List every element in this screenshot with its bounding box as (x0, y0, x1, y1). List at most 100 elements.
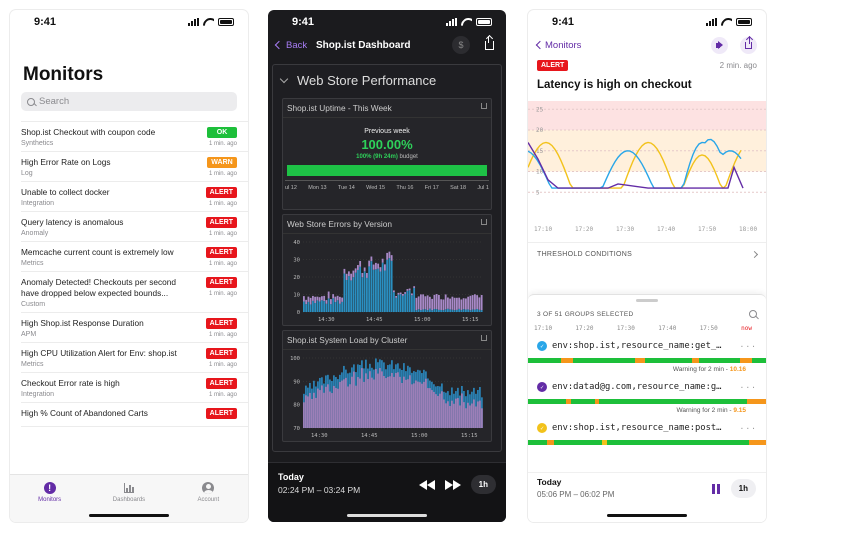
forward-button[interactable] (444, 479, 461, 490)
monitor-row[interactable]: Checkout Error rate is high Integration AL… (21, 373, 248, 403)
uptime-bar (287, 165, 487, 176)
sheet-grabber[interactable] (636, 299, 658, 302)
bar (341, 297, 344, 302)
y-tick: 20 (293, 275, 300, 281)
bar (467, 402, 469, 428)
more-icon[interactable]: ··· (739, 382, 757, 392)
pause-button[interactable] (711, 483, 721, 494)
bar (443, 399, 445, 428)
load-widget[interactable]: Shop.ist System Load by Cluster 100 90 80 7… (282, 330, 492, 442)
bar (411, 293, 413, 296)
bar (433, 294, 436, 310)
group-item[interactable]: ✓ env:shop.ist,resource_name:post… ··· (528, 423, 766, 445)
dashboard-title: Shop.ist Dashboard (316, 39, 411, 51)
bar (411, 384, 413, 428)
tab-account[interactable]: Account (178, 481, 238, 522)
check-icon[interactable]: ✓ (537, 382, 547, 392)
bar (385, 378, 387, 428)
bar (471, 295, 474, 310)
tab-label: Dashboards (112, 497, 146, 503)
warning-label: Warning for 2 min - (676, 407, 732, 414)
bar (347, 386, 349, 428)
bar (319, 390, 321, 428)
share-button[interactable] (740, 36, 757, 54)
bar (383, 376, 385, 428)
uptime-widget[interactable]: Shop.ist Uptime - This Week Previous wee… (282, 98, 492, 210)
bar (368, 260, 371, 267)
bar (438, 309, 440, 312)
monitor-row[interactable]: High CPU Utilization Alert for Env: shop… (21, 343, 248, 373)
back-button[interactable]: Monitors (535, 40, 581, 51)
monitor-type: Integration (21, 200, 55, 207)
group-header[interactable]: Web Store Performance (273, 65, 501, 94)
bar (408, 290, 411, 312)
interval-button[interactable]: 1h (730, 479, 756, 498)
monitor-row[interactable]: Unable to collect docker Integration ALERT… (21, 182, 248, 212)
bar (367, 379, 369, 428)
alert-band (528, 101, 766, 131)
bar (455, 398, 457, 428)
monitor-type: Log (21, 170, 33, 177)
monitor-time: 1 min. ago (208, 392, 237, 398)
cost-button[interactable]: $ (452, 36, 470, 54)
more-icon[interactable]: ··· (739, 341, 757, 351)
rewind-button[interactable] (418, 479, 435, 490)
share-icon[interactable] (481, 219, 487, 225)
bar (321, 300, 323, 312)
alert-circle-icon: ! (43, 481, 56, 494)
status-bar: 9:41 (268, 10, 506, 34)
search-icon[interactable] (749, 310, 757, 318)
bar (375, 269, 377, 312)
monitor-row[interactable]: High Error Rate on Logs Log WARN 1 min. ago (21, 152, 248, 182)
monitor-row[interactable]: High % Count of Abandoned Carts ALERT (21, 403, 248, 427)
bar (393, 290, 395, 293)
check-icon[interactable]: ✓ (537, 423, 547, 433)
share-icon[interactable] (481, 103, 487, 109)
bar (417, 309, 420, 312)
bar (323, 295, 326, 302)
bar (384, 264, 386, 271)
series-line (528, 141, 742, 190)
monitor-row[interactable]: Memcache current count is extremely low M… (21, 242, 248, 272)
more-icon[interactable]: ··· (739, 423, 757, 433)
day-tick: Jul 1 (477, 185, 489, 191)
load-chart: 100 90 80 70 14:30 14:45 15:00 15:15 (290, 356, 483, 439)
search-input[interactable]: Search (21, 92, 237, 111)
monitor-type: Metrics (21, 361, 44, 368)
monitor-time: 1 min. ago (208, 231, 237, 237)
bar (415, 310, 418, 312)
time-range: 05:06 PM – 06:02 PM (537, 490, 615, 499)
monitor-row[interactable]: Query latency is anomalous Anomaly ALERT 1 … (21, 212, 248, 242)
day-tick: Sat 18 (450, 185, 467, 191)
group-item[interactable]: ✓ env:datad@g.com,resource_name:g… ··· Warn… (528, 382, 766, 414)
bar (461, 393, 463, 428)
tab-dashboards[interactable]: Dashboards (99, 481, 159, 522)
bar (334, 296, 337, 303)
bar (440, 309, 443, 312)
bar (404, 293, 407, 312)
threshold-conditions-row[interactable]: THRESHOLD CONDITIONS (528, 242, 766, 266)
back-button[interactable]: Back (274, 40, 307, 51)
bar (379, 271, 382, 312)
bar (384, 270, 386, 312)
bar (451, 296, 454, 310)
share-button[interactable] (480, 35, 498, 54)
bar (469, 295, 472, 311)
monitor-row[interactable]: Anomaly Detected! Checkouts per second h… (21, 272, 248, 313)
status-badge: WARN (207, 157, 237, 168)
group-item[interactable]: ✓ env:shop.ist,resource_name:get_… ··· Warn… (528, 341, 766, 373)
mute-button[interactable] (711, 36, 728, 54)
bar (303, 301, 305, 312)
check-icon[interactable]: ✓ (537, 341, 547, 351)
bar (408, 288, 411, 291)
interval-button[interactable]: 1h (470, 475, 496, 494)
monitor-row[interactable]: Shop.ist Checkout with coupon code Synthe… (21, 122, 248, 152)
timeline-tick: 17:40 (658, 325, 677, 332)
monitor-row[interactable]: High Shop.ist Response Duration APM ALERT 1… (21, 313, 248, 343)
bar (433, 309, 436, 312)
errors-widget[interactable]: Web Store Errors by Version 40 30 20 10 0 14:… (282, 214, 492, 326)
monitor-name: High Shop.ist Response Duration (21, 318, 144, 328)
tab-monitors[interactable]: ! Monitors (20, 481, 80, 522)
bar (343, 268, 346, 274)
share-icon[interactable] (481, 335, 487, 341)
